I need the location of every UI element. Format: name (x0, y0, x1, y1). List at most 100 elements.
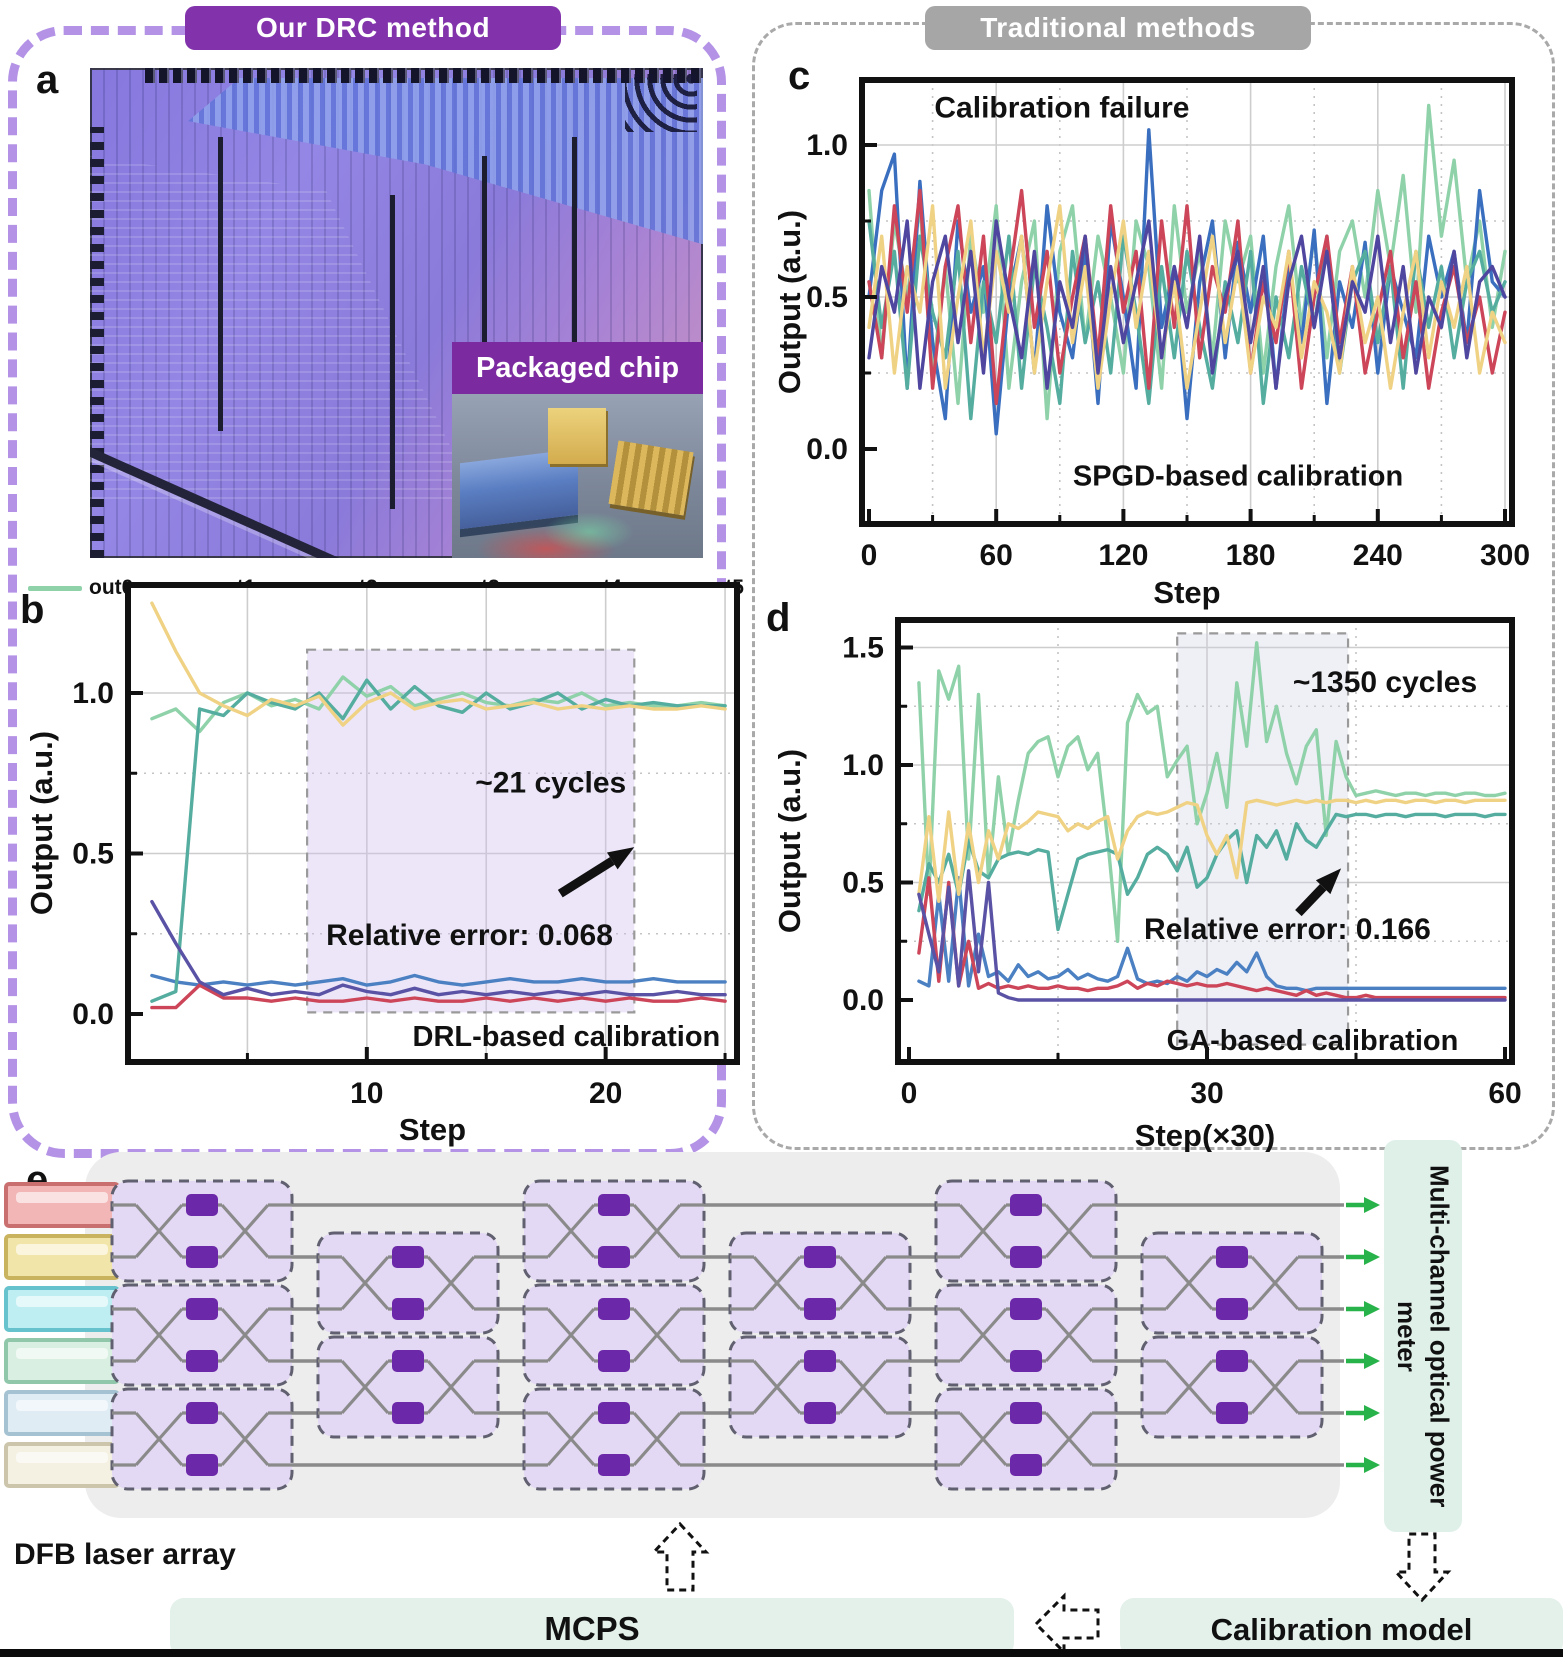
mzi-block-c4-r4-phase-shifter-bottom (1010, 1454, 1042, 1476)
chart-c-xtick-300: 300 (1480, 539, 1530, 572)
power-meter-label: Multi-channel optical power meter (1392, 1164, 1455, 1508)
drc-method-badge-label: Our DRC method (255, 12, 491, 43)
mzi-block-c4-r4 (934, 1387, 1118, 1491)
mzi-block-c4-r4-phase-shifter-top (1010, 1402, 1042, 1424)
chart-b-xtick-20: 20 (589, 1077, 622, 1110)
mzi-block-c2-r0-phase-shifter-bottom (598, 1246, 630, 1268)
mzi-block-c5-r3-phase-shifter-top (1216, 1350, 1248, 1372)
laser-mint (4, 1338, 120, 1384)
calibration-model-label: Calibration model (1210, 1612, 1473, 1647)
panel-letter-a: a (36, 58, 59, 102)
laser-mint-highlight (16, 1348, 108, 1359)
mzi-block-c3-r3-phase-shifter-top (804, 1350, 836, 1372)
panel-letter-d: d (766, 596, 791, 640)
chart-d-xtick-60: 60 (1488, 1077, 1521, 1110)
chip-seam-4 (572, 136, 577, 480)
chart-d-series-out5 (917, 869, 1507, 1002)
panel-letter-c: c (788, 54, 811, 98)
chart-c-xtick-0: 0 (861, 539, 878, 572)
chart-d-series-out2 (917, 812, 1507, 932)
chart-d-ylabel: Output (a.u.) (772, 749, 807, 933)
laser-cream-highlight (16, 1452, 108, 1463)
annotation-arrow-head (606, 847, 635, 870)
bottom-edge-bar (0, 1649, 1563, 1657)
chart-c-ylabel: Output (a.u.) (772, 210, 807, 394)
flow-arrow-up-icon (650, 1521, 710, 1592)
chart-d-annotation-2: GA-based calibration (1167, 1025, 1459, 1057)
chart-b-series-out1 (150, 973, 727, 987)
laser-yellow (4, 1234, 120, 1280)
chart-c-xtick-60: 60 (980, 539, 1013, 572)
chart-c-annotation-0: Calibration failure (934, 92, 1189, 125)
mzi-block-c5-r1-phase-shifter-bottom (1216, 1298, 1248, 1320)
panel-letter-b: b (20, 588, 45, 632)
chart-d-series-out4 (917, 798, 1507, 903)
mzi-block-c5-r1-phase-shifter-top (1216, 1246, 1248, 1268)
chip-seam-3 (482, 156, 487, 509)
mzi-block-c0-r0-phase-shifter-top (186, 1194, 218, 1216)
mzi-block-c2-r4-phase-shifter-top (598, 1402, 630, 1424)
laser-cyan (4, 1286, 120, 1332)
chart-b-annotation-2: DRL-based calibration (413, 1021, 721, 1053)
mzi-block-c0-r0-phase-shifter-bottom (186, 1246, 218, 1268)
packaged-chip-label: Packaged chip (475, 351, 680, 384)
chart-c-series-out4 (867, 204, 1507, 390)
chart-d-ytick-0.5: 0.5 (842, 867, 884, 900)
mzi-block-c2-r2-phase-shifter-top (598, 1298, 630, 1320)
chip-seam-1 (218, 136, 223, 431)
mzi-block-c0-r0 (110, 1179, 294, 1283)
panel-e-schematic (4, 1140, 1563, 1657)
flow-arrow-left-icon (1033, 1592, 1100, 1656)
mzi-block-c1-r1 (316, 1231, 500, 1335)
traditional-methods-badge: Traditional methods (925, 6, 1311, 50)
chart-d-series-out1 (917, 876, 1507, 993)
laser-cyan-highlight (16, 1296, 108, 1307)
dfb-laser-array-label: DFB laser array (14, 1538, 236, 1571)
legend-swatch-out0 (28, 585, 82, 591)
mzi-block-c1-r3 (316, 1335, 500, 1439)
output-arrow-head-5 (1364, 1457, 1380, 1473)
mzi-block-c2-r2 (522, 1283, 706, 1387)
laser-red (4, 1182, 120, 1228)
chart-d: 0 30 60 0.0 0.5 1.0 1.5 Step(×30) Output (a.u.) ~… (772, 617, 1522, 1153)
laser-cream (4, 1442, 120, 1488)
chip-photo: Packaged chip (90, 68, 703, 558)
chip-seam-2 (390, 195, 395, 509)
laser-yellow-highlight (16, 1244, 108, 1255)
traditional-methods-badge-label: Traditional methods (980, 12, 1256, 43)
packaged-chip-green-sparkle (544, 512, 634, 552)
output-arrow-head-0 (1364, 1197, 1380, 1213)
chart-b-xlabel: Step (399, 1112, 466, 1147)
packaged-chip-gold-mount (548, 408, 606, 464)
legend-item-out0: out0 (28, 576, 133, 600)
chart-c-ytick-0.5: 0.5 (806, 281, 848, 314)
mzi-block-c3-r1 (728, 1231, 912, 1335)
mzi-block-c0-r2 (110, 1283, 294, 1387)
flow-arrow-down-icon (1392, 1532, 1452, 1603)
chart-c-annotation-1: SPGD-based calibration (1073, 460, 1403, 492)
chip-spiral-structure-icon (625, 74, 697, 132)
chart-b-series-out4 (150, 601, 727, 727)
chart-d-ticks: 0 30 60 0.0 0.5 1.0 1.5 (842, 632, 1521, 1111)
legend-label-out0: out0 (89, 576, 134, 599)
mzi-block-c0-r4-phase-shifter-top (186, 1402, 218, 1424)
mzi-block-c0-r4-phase-shifter-bottom (186, 1454, 218, 1476)
mzi-block-c1-r3-phase-shifter-bottom (392, 1402, 424, 1424)
chart-c-series-out5 (867, 219, 1507, 390)
mzi-block-c2-r4 (522, 1387, 706, 1491)
chart-d-ytick-1.0: 1.0 (842, 749, 884, 782)
chart-b-annotation-1: Relative error: 0.068 (326, 919, 613, 952)
mzi-block-c5-r3 (1140, 1335, 1324, 1439)
mcps-label: MCPS (544, 1610, 640, 1647)
chart-b-xtick-10: 10 (350, 1077, 383, 1110)
mzi-block-c4-r0 (934, 1179, 1118, 1283)
chart-c-ticks: 0 60 120 180 240 300 0.0 0.5 1.0 (806, 129, 1530, 572)
packaged-chip-photo (452, 394, 703, 558)
chart-b-border (125, 582, 740, 1065)
mzi-block-c4-r0-phase-shifter-bottom (1010, 1246, 1042, 1268)
mzi-block-c2-r4-phase-shifter-bottom (598, 1454, 630, 1476)
chart-d-xtick-0: 0 (901, 1077, 918, 1110)
chart-c-ytick-1.0: 1.0 (806, 129, 848, 162)
mzi-block-c1-r1-phase-shifter-top (392, 1246, 424, 1268)
output-arrow-head-2 (1364, 1301, 1380, 1317)
